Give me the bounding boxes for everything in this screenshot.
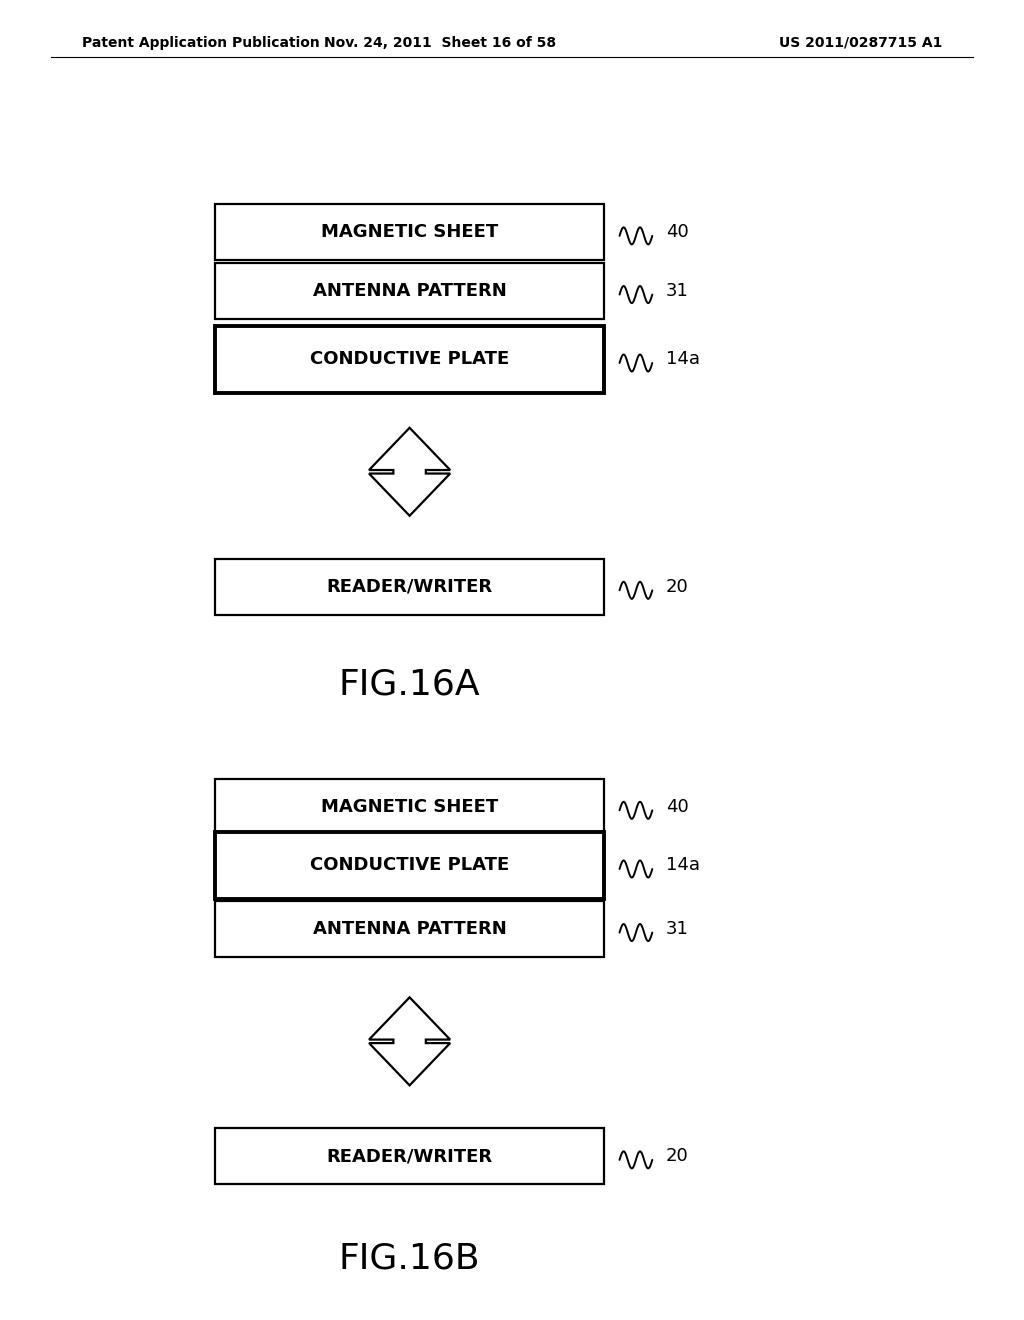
- Text: 40: 40: [666, 797, 688, 816]
- Text: READER/WRITER: READER/WRITER: [327, 578, 493, 595]
- Text: 20: 20: [666, 1147, 688, 1166]
- Text: FIG.16B: FIG.16B: [339, 1242, 480, 1276]
- Text: 14a: 14a: [666, 857, 699, 874]
- Text: 14a: 14a: [666, 350, 699, 368]
- Bar: [215, 263, 604, 319]
- Text: 31: 31: [666, 282, 688, 300]
- Polygon shape: [369, 428, 451, 516]
- Bar: [215, 1129, 604, 1184]
- Bar: [215, 326, 604, 393]
- Text: 20: 20: [666, 578, 688, 595]
- Bar: [215, 832, 604, 899]
- Text: MAGNETIC SHEET: MAGNETIC SHEET: [321, 223, 499, 242]
- Text: ANTENNA PATTERN: ANTENNA PATTERN: [312, 920, 507, 939]
- Text: MAGNETIC SHEET: MAGNETIC SHEET: [321, 797, 499, 816]
- Text: CONDUCTIVE PLATE: CONDUCTIVE PLATE: [310, 350, 509, 368]
- Bar: [215, 900, 604, 957]
- Text: CONDUCTIVE PLATE: CONDUCTIVE PLATE: [310, 857, 509, 874]
- Text: READER/WRITER: READER/WRITER: [327, 1147, 493, 1166]
- Text: Patent Application Publication: Patent Application Publication: [82, 36, 319, 50]
- Text: FIG.16A: FIG.16A: [339, 668, 480, 701]
- Polygon shape: [369, 998, 451, 1085]
- Bar: [215, 205, 604, 260]
- Text: 40: 40: [666, 223, 688, 242]
- Bar: [215, 779, 604, 834]
- Text: 31: 31: [666, 920, 688, 939]
- Text: Nov. 24, 2011  Sheet 16 of 58: Nov. 24, 2011 Sheet 16 of 58: [325, 36, 556, 50]
- Text: ANTENNA PATTERN: ANTENNA PATTERN: [312, 282, 507, 300]
- Bar: [215, 558, 604, 615]
- Text: US 2011/0287715 A1: US 2011/0287715 A1: [778, 36, 942, 50]
